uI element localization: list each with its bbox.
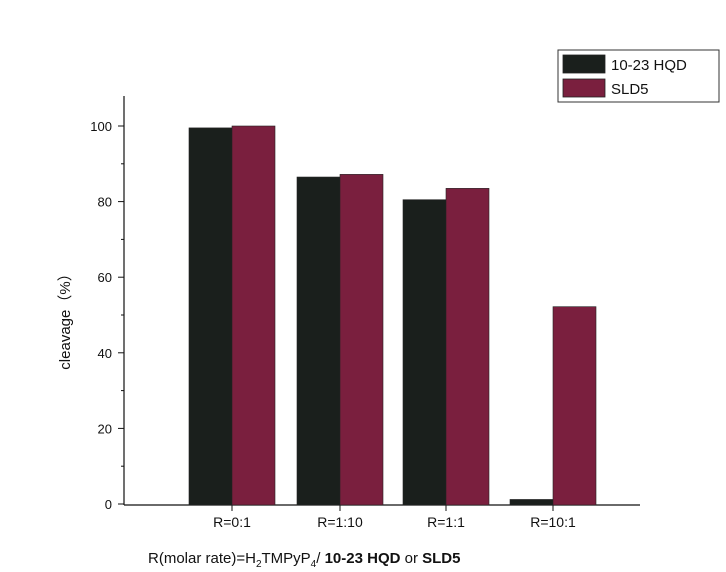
bar-sld5-3 [445, 188, 490, 506]
y-tick-label: 20 [98, 421, 112, 436]
legend-label-sld5: SLD5 [611, 81, 649, 98]
bar-10-23-hqd-3 [402, 199, 447, 506]
y-tick-label: 40 [98, 346, 112, 361]
x-category-label: R=1:10 [317, 514, 363, 530]
y-tick-label: 100 [90, 119, 112, 134]
bars [188, 125, 597, 506]
x-category-label: R=10:1 [530, 514, 576, 530]
x-axis-label: R(molar rate)=H2TMPyP4/ 10-23 HQD or SLD… [148, 550, 460, 570]
legend: 10-23 HQD SLD5 [557, 49, 720, 103]
y-tick-label: 60 [98, 270, 112, 285]
y-ticks: 0 20 40 60 80 100 [90, 119, 124, 512]
legend-label-10-23-hqd: 10-23 HQD [611, 57, 687, 74]
bar-10-23-hqd-4 [509, 499, 554, 506]
bar-sld5-4 [552, 306, 597, 506]
y-tick-label: 80 [98, 195, 112, 210]
bar-10-23-hqd-1 [188, 127, 233, 506]
x-category-label: R=1:1 [427, 514, 465, 530]
legend-swatch-sld5 [562, 78, 606, 98]
legend-swatch-10-23-hqd [562, 54, 606, 74]
bar-10-23-hqd-2 [296, 176, 341, 506]
y-tick-label: 0 [105, 497, 112, 512]
bar-sld5-2 [339, 174, 384, 506]
x-category-label: R=0:1 [213, 514, 251, 530]
y-axis-label: cleavage（%） [57, 266, 74, 369]
bar-sld5-1 [231, 125, 276, 506]
x-categories: R=0:1 R=1:10 R=1:1 R=10:1 [213, 514, 576, 530]
